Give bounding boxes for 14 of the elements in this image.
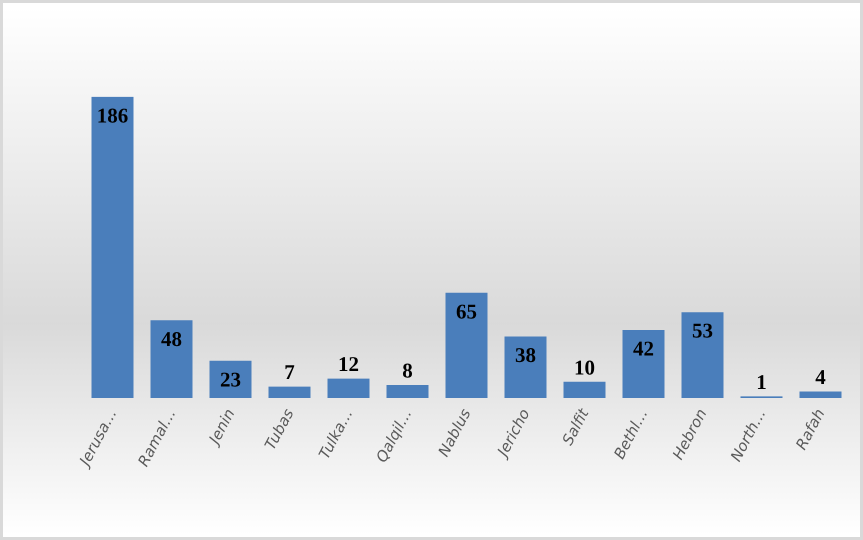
data-label: 8 [402,358,413,383]
data-label: 12 [338,352,359,376]
data-label: 186 [96,103,128,128]
data-label: 4 [815,365,826,390]
data-label: 38 [515,342,536,367]
data-label: 10 [574,355,595,380]
data-label: 65 [456,299,477,324]
data-label: 7 [284,360,295,384]
data-label: 53 [692,318,713,343]
data-label: 23 [220,367,241,392]
data-label: 48 [161,326,182,351]
x-tick-label: Jenin [204,406,238,450]
data-label: 1 [756,370,767,394]
data-label: 42 [633,336,654,360]
